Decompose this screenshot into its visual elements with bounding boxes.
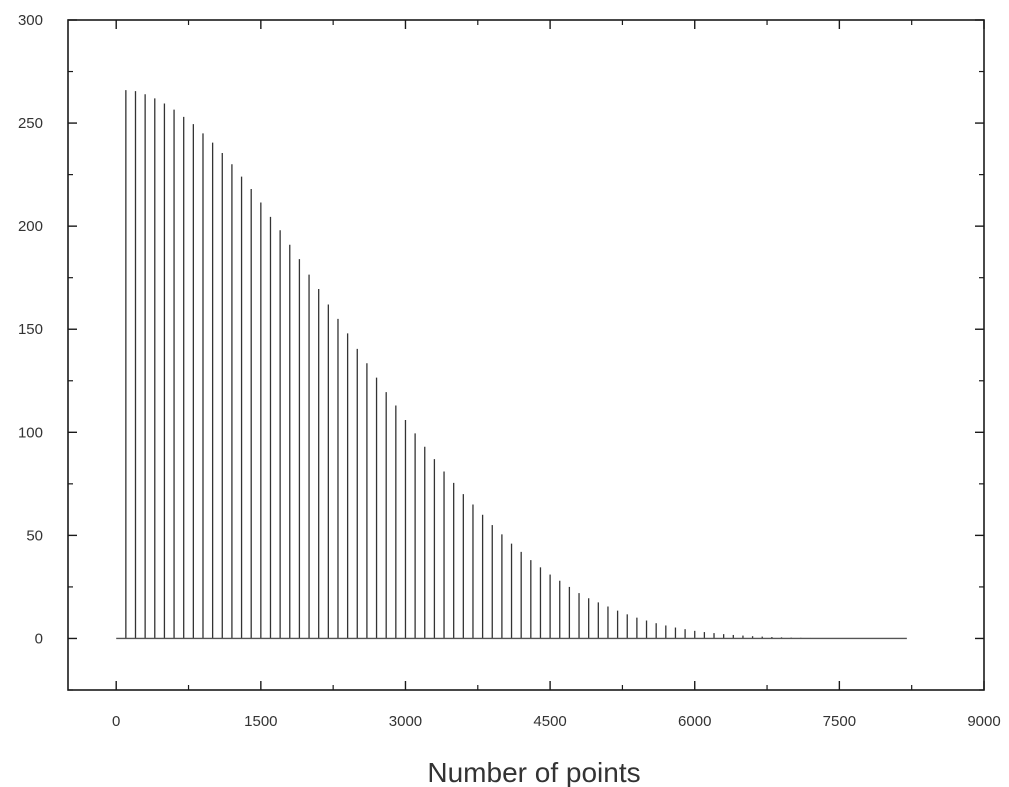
x-axis-tick-labels: 0 1500 3000 4500 6000 7500 9000 [112, 713, 1001, 730]
y-tick-label: 250 [18, 115, 43, 132]
x-tick-label: 4500 [533, 713, 566, 730]
x-tick-label: 7500 [823, 713, 856, 730]
y-axis-tick-labels: 0 50 100 150 200 250 300 [18, 12, 43, 647]
x-tick-label: 9000 [967, 713, 1000, 730]
y-tick-label: 0 [35, 630, 43, 647]
y-tick-label: 50 [26, 527, 43, 544]
y-tick-label: 150 [18, 321, 43, 338]
x-tick-label: 6000 [678, 713, 711, 730]
axis-ticks [68, 19, 985, 691]
stem-group [125, 90, 908, 639]
x-axis-title: Number of points [427, 757, 640, 787]
y-tick-label: 200 [18, 218, 43, 235]
x-tick-label: 1500 [244, 713, 277, 730]
x-tick-label: 3000 [389, 713, 422, 730]
y-tick-label: 300 [18, 12, 43, 29]
plot-frame [67, 19, 985, 691]
y-tick-label: 100 [18, 424, 43, 441]
x-tick-label: 0 [112, 713, 120, 730]
